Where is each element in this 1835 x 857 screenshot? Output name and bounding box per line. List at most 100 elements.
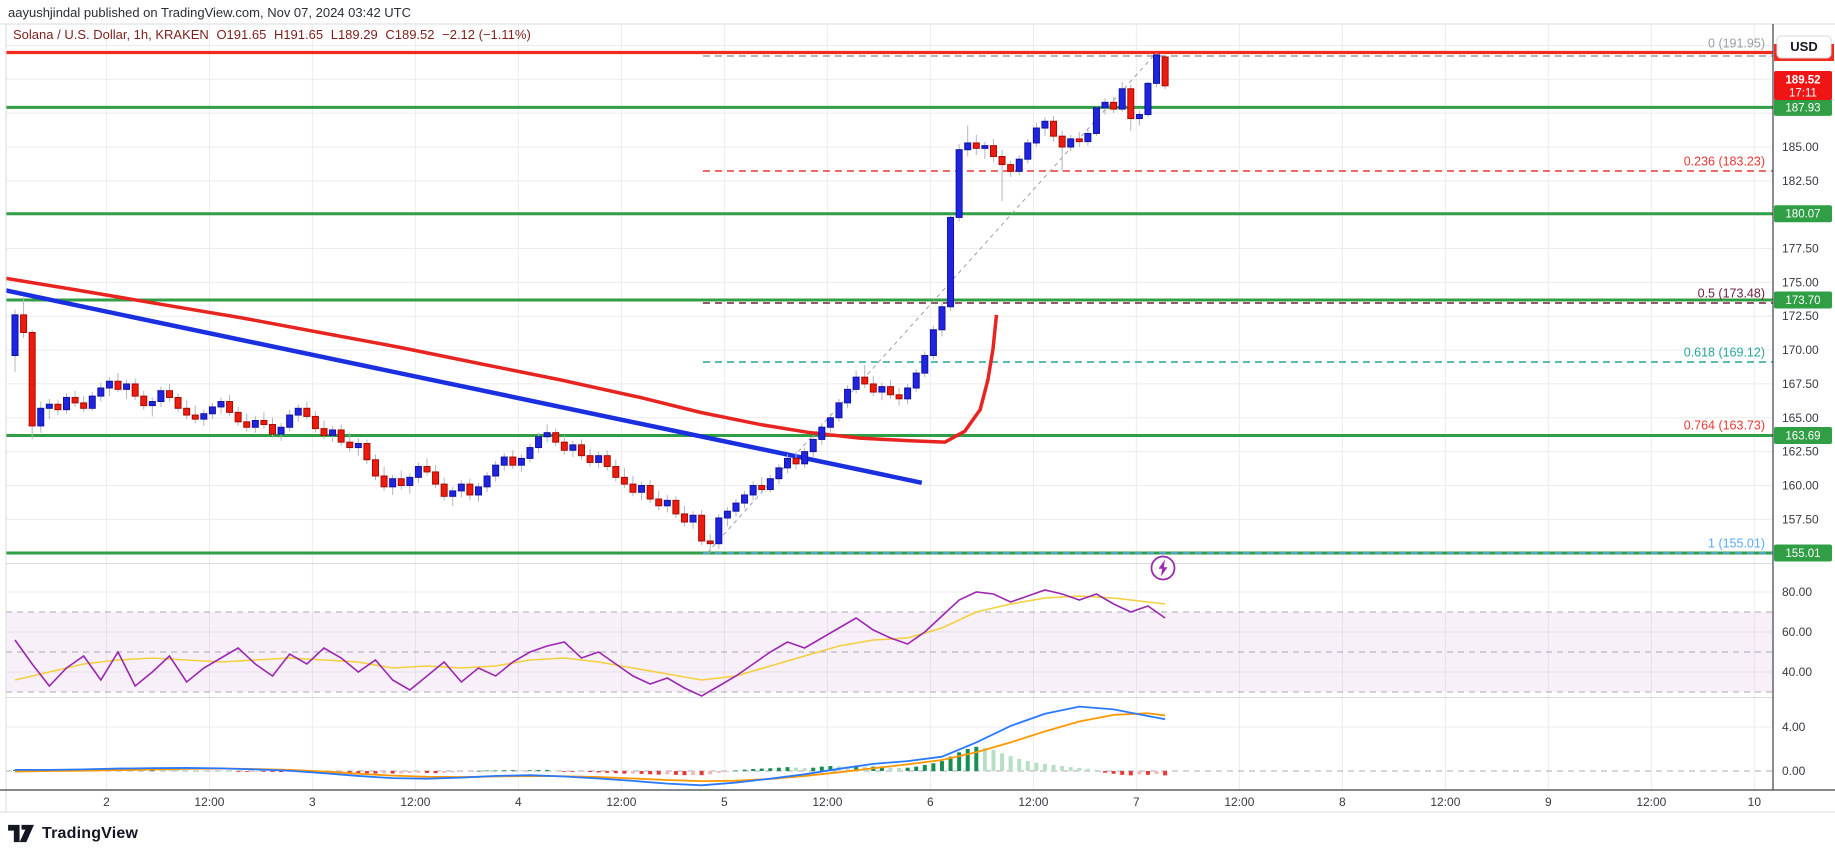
macd-histogram-bar (167, 769, 172, 771)
candle (200, 413, 208, 420)
macd-histogram-bar (1068, 767, 1073, 771)
svg-text:17:11: 17:11 (1789, 88, 1817, 100)
macd-histogram-bar (828, 766, 833, 771)
rsi-ma-line (14, 595, 1166, 681)
candle (500, 456, 508, 466)
svg-text:157.50: 157.50 (1782, 512, 1819, 526)
candle (268, 424, 276, 435)
svg-text:162.50: 162.50 (1782, 445, 1819, 459)
svg-text:12:00: 12:00 (1224, 795, 1254, 809)
macd-histogram-bar (450, 771, 455, 773)
publish-info: aayushjindal published on TradingView.co… (8, 5, 412, 20)
candle (698, 514, 706, 542)
macd-histogram-bar (502, 770, 507, 772)
macd-histogram-bar (510, 770, 515, 771)
macd-histogram-bar (596, 771, 601, 773)
candle (294, 407, 302, 416)
candle (509, 456, 517, 466)
candle (157, 390, 165, 403)
candle (732, 502, 740, 512)
candle (517, 457, 525, 466)
candle (45, 403, 53, 409)
tradingview-logo[interactable]: TradingView (8, 822, 138, 845)
svg-text:167.50: 167.50 (1782, 377, 1819, 391)
macd-histogram-bar (819, 766, 824, 771)
candle (672, 499, 680, 515)
candle (792, 457, 800, 465)
candle (758, 484, 766, 491)
candle (483, 475, 491, 488)
svg-text:40.00: 40.00 (1782, 665, 1812, 679)
macd-histogram-bar (845, 766, 850, 771)
candle (586, 455, 594, 463)
candle (955, 149, 963, 218)
candle (1024, 142, 1032, 160)
candle (363, 443, 371, 461)
svg-text:10: 10 (1748, 795, 1762, 809)
candle (1144, 82, 1152, 116)
svg-text:4.00: 4.00 (1782, 720, 1806, 734)
macd-histogram-bar (1077, 767, 1082, 771)
candle (226, 401, 234, 413)
candle (1084, 132, 1092, 143)
lightning-icon[interactable] (1150, 555, 1176, 581)
time-axis[interactable]: 2 12:00 3 12:00 4 12:00 5 12:00 6 12:00 7 12:00 8 12:… (103, 795, 1761, 809)
candle (535, 436, 543, 449)
horizontal-levels[interactable] (6, 50, 1773, 555)
macd-histogram-bar (545, 769, 550, 771)
level-badge (1774, 291, 1832, 309)
macd-histogram-bar (905, 767, 910, 771)
rsi-line (14, 589, 1166, 697)
candle (389, 478, 397, 488)
candle (1075, 138, 1083, 143)
macd-histogram-bar (605, 771, 610, 773)
macd-histogram-bar (974, 746, 979, 771)
candle (723, 510, 731, 519)
macd-histogram-bar (656, 771, 661, 775)
svg-text:185.00: 185.00 (1782, 140, 1819, 154)
macd-histogram-bar (382, 771, 387, 774)
fibonacci-labels: 0 (191.95) 0.236 (183.23) 0.5 (173.48) 0.61… (1684, 36, 1765, 550)
macd-histogram-bar (699, 771, 704, 776)
svg-text:182.50: 182.50 (1782, 174, 1819, 188)
svg-text:163.69: 163.69 (1785, 431, 1820, 443)
candle (174, 396, 182, 409)
svg-text:160.00: 160.00 (1782, 478, 1819, 492)
svg-text:12:00: 12:00 (194, 795, 224, 809)
svg-text:180.07: 180.07 (1785, 209, 1820, 221)
candle (354, 443, 362, 449)
macd-histogram-bar (922, 764, 927, 771)
candle (457, 483, 465, 492)
price-axis[interactable]: 190.00185.00182.50177.50175.00172.50170.… (1774, 44, 1834, 778)
macd-histogram-bar (639, 771, 644, 774)
macd-histogram-bar (733, 770, 738, 772)
macd-histogram-bar (691, 771, 696, 775)
trend-lines[interactable] (6, 276, 999, 485)
macd-histogram-bar (493, 770, 498, 772)
macd-histogram-bar (244, 771, 249, 772)
candle (80, 402, 88, 409)
candle (663, 499, 671, 507)
svg-text:0.764 (163.73): 0.764 (163.73) (1684, 418, 1765, 432)
svg-text:4: 4 (515, 795, 522, 809)
svg-text:8: 8 (1339, 795, 1346, 809)
macd-histogram-bar (553, 770, 558, 772)
macd-histogram-bar (991, 750, 996, 771)
candle (406, 476, 414, 486)
candle (371, 459, 379, 477)
candle (569, 444, 577, 451)
candlesticks[interactable] (11, 52, 1169, 554)
macd-histogram-bar (1060, 766, 1065, 771)
fibonacci-retracement[interactable] (702, 52, 1773, 554)
candle (689, 514, 697, 523)
macd-histogram-bar (193, 770, 198, 772)
candle (105, 380, 113, 389)
macd-histogram-bar (931, 763, 936, 771)
currency-button[interactable]: USD (1776, 35, 1832, 59)
symbol-title: Solana / U.S. Dollar, 1h, KRAKEN (13, 27, 209, 42)
macd-histogram-bar (579, 771, 584, 772)
candle (603, 455, 611, 468)
red-curve (6, 276, 999, 444)
